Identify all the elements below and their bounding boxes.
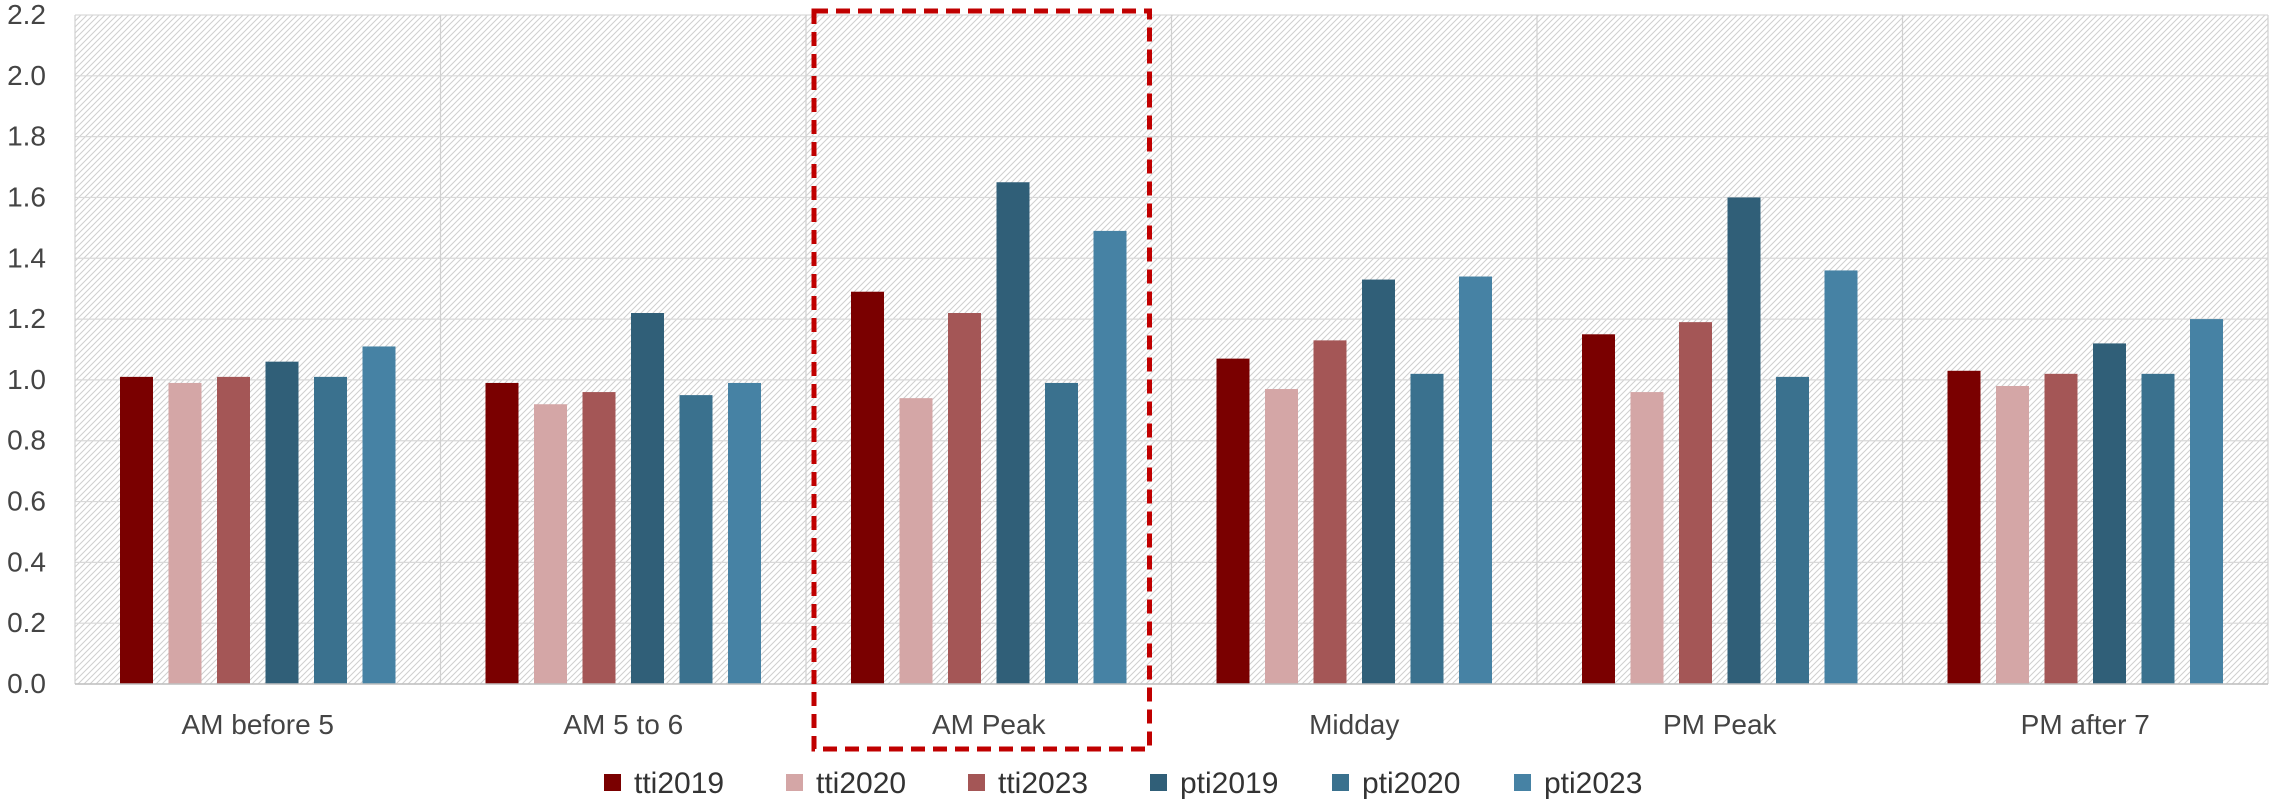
x-tick-label: PM Peak: [1663, 709, 1778, 740]
legend-swatch: [786, 774, 803, 791]
y-tick-label: 1.8: [7, 121, 46, 152]
legend-item-tti2019: tti2019: [604, 767, 724, 800]
bar-tti2020-pm-after-7: [1996, 385, 2029, 684]
bar-tti2019-am-5-to-6: [485, 382, 519, 684]
category-separators: [74, 15, 2269, 684]
bar-pti2020-am-peak: [1045, 382, 1078, 684]
bar-tti2023-pm-after-7: [2044, 373, 2078, 684]
bar-pti2023-pm-after-7: [2190, 319, 2223, 684]
bar-tti2019-am-peak: [851, 291, 884, 684]
axes: 0.0 0.2 0.4 0.6 0.8 1.0 1.2 1.4 1.6 1.8 2.0 2.2 AM b…: [7, 0, 2268, 740]
bar-tti2023-pm-peak: [1679, 322, 1712, 684]
bar-pti2019-midday: [1362, 279, 1395, 684]
legend-label: pti2019: [1180, 767, 1278, 800]
y-tick-label: 0.2: [7, 607, 46, 638]
bar-pti2019-am-before-5: [265, 361, 299, 684]
bar-tti2019-am-before-5: [120, 376, 153, 684]
legend-label: tti2020: [816, 767, 906, 800]
bar-pti2023-am-5-to-6: [728, 382, 761, 684]
bar-pti2019-pm-peak: [1727, 197, 1761, 685]
bar-pti2020-pm-peak: [1776, 376, 1809, 684]
x-tick-label: PM after 7: [2021, 709, 2150, 740]
y-tick-label: 1.0: [7, 364, 46, 395]
legend-swatch: [968, 774, 985, 791]
bars: [120, 182, 2223, 685]
y-tick-label: 1.6: [7, 181, 46, 212]
bar-tti2023-am-before-5: [217, 376, 250, 684]
bar-tti2020-am-before-5: [168, 382, 202, 684]
legend-item-pti2023: pti2023: [1514, 767, 1642, 800]
legend-item-tti2023: tti2023: [968, 767, 1088, 800]
legend: tti2019 tti2020 tti2023 pti2019 pti2020 pti20…: [604, 767, 1642, 800]
legend-label: pti2023: [1544, 767, 1642, 800]
legend-label: pti2020: [1362, 767, 1460, 800]
bar-tti2019-pm-peak: [1582, 334, 1615, 684]
highlight-box-am-peak: [811, 8, 1152, 752]
legend-swatch: [1332, 774, 1349, 791]
bar-tti2023-am-peak: [948, 313, 981, 684]
x-tick-label: AM Peak: [932, 709, 1047, 740]
legend-item-pti2020: pti2020: [1332, 767, 1460, 800]
x-tick-label: AM before 5: [181, 709, 334, 740]
bar-pti2020-midday: [1410, 373, 1444, 684]
legend-item-tti2020: tti2020: [786, 767, 906, 800]
legend-swatch: [1514, 774, 1531, 791]
bar-pti2020-am-before-5: [314, 376, 347, 684]
bar-tti2020-pm-peak: [1630, 392, 1664, 684]
y-tick-label: 1.4: [7, 242, 46, 273]
bar-tti2019-pm-after-7: [1947, 370, 1981, 684]
bar-tti2020-am-5-to-6: [534, 404, 567, 684]
bar-tti2020-midday: [1265, 389, 1298, 684]
legend-label: tti2023: [998, 767, 1088, 800]
y-tick-label: 0.6: [7, 486, 46, 517]
bar-pti2019-am-5-to-6: [631, 313, 664, 684]
bar-pti2023-am-before-5: [362, 346, 396, 684]
y-tick-label: 0.0: [7, 668, 46, 699]
y-tick-label: 2.0: [7, 60, 46, 91]
bar-tti2023-am-5-to-6: [582, 392, 616, 684]
x-tick-label: Midday: [1309, 709, 1399, 740]
bar-pti2023-am-peak: [1093, 230, 1127, 684]
bar-pti2019-pm-after-7: [2093, 343, 2126, 684]
bar-tti2020-am-peak: [899, 398, 933, 684]
bar-pti2020-am-5-to-6: [679, 395, 713, 684]
y-tick-label: 1.2: [7, 303, 46, 334]
bar-tti2019-midday: [1216, 358, 1250, 684]
bar-tti2023-midday: [1313, 340, 1347, 684]
bar-pti2019-am-peak: [996, 182, 1030, 684]
bar-pti2023-midday: [1459, 276, 1492, 684]
bar-pti2020-pm-after-7: [2141, 373, 2175, 684]
legend-swatch: [1150, 774, 1167, 791]
bar-pti2023-pm-peak: [1824, 270, 1858, 684]
legend-swatch: [604, 774, 621, 791]
x-tick-label: AM 5 to 6: [563, 709, 683, 740]
legend-item-pti2019: pti2019: [1150, 767, 1278, 800]
y-tick-label: 2.2: [7, 0, 46, 30]
y-tick-label: 0.8: [7, 425, 46, 456]
legend-label: tti2019: [634, 767, 724, 800]
highlight-box: [811, 8, 1152, 752]
y-tick-label: 0.4: [7, 546, 46, 577]
